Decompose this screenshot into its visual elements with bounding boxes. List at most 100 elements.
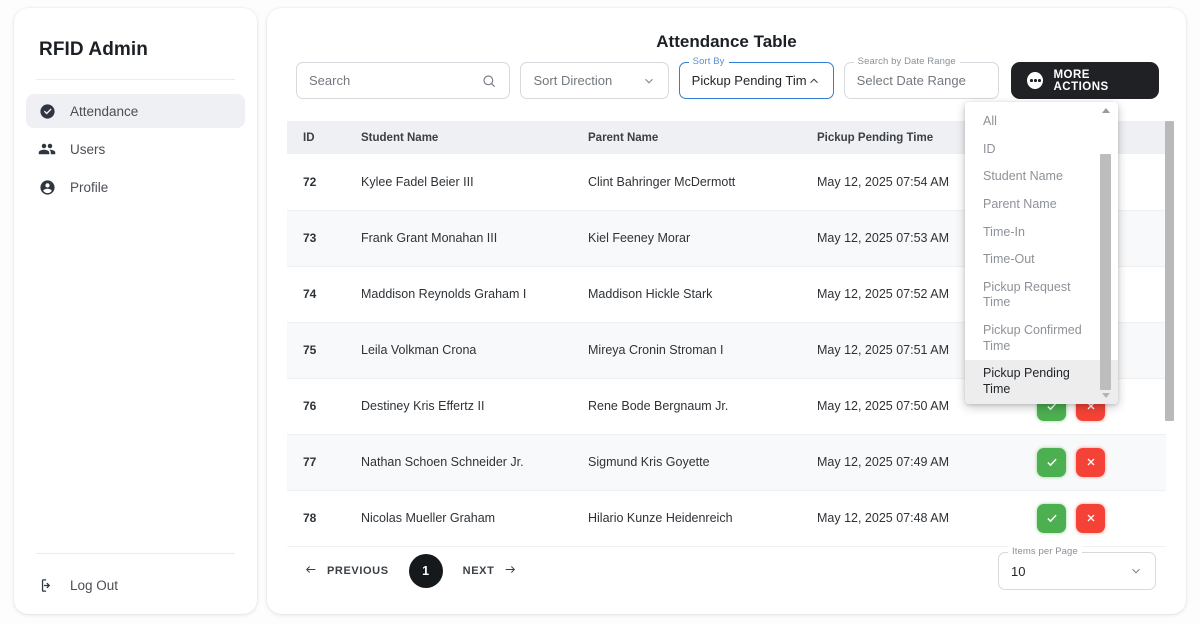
sort-by-value: Pickup Pending Time: [691, 73, 807, 88]
cell-id: 75: [287, 322, 345, 379]
chevron-down-icon[interactable]: [642, 74, 656, 88]
cell-student: Leila Volkman Crona: [345, 322, 572, 379]
cell-student: Kylee Fadel Beier III: [345, 154, 572, 211]
approve-button[interactable]: [1037, 447, 1066, 477]
dropdown-scroll-thumb[interactable]: [1100, 154, 1111, 390]
sidebar-item-users[interactable]: Users: [26, 132, 245, 166]
sort-by-select[interactable]: Sort By Pickup Pending Time: [678, 56, 834, 99]
logout-divider: [36, 553, 235, 554]
brand-title: RFID Admin: [39, 39, 149, 60]
sort-by-option[interactable]: Attendance Declined Time: [965, 404, 1118, 405]
approve-icon: [1046, 402, 1057, 411]
chevron-up-icon[interactable]: [807, 74, 821, 88]
sort-by-option[interactable]: Parent Name: [983, 196, 1057, 211]
cell-parent: Rene Bode Bergnaum Jr.: [572, 378, 801, 435]
more-horiz-icon: [1027, 72, 1044, 89]
dropdown-scrollbar[interactable]: [1099, 106, 1112, 400]
cell-parent: Clint Bahringer McDermott: [572, 154, 801, 211]
chevron-down-icon[interactable]: [1129, 564, 1143, 578]
cell-student: Destiney Kris Effertz II: [345, 378, 572, 435]
column-header-student[interactable]: Student Name: [345, 121, 572, 154]
cell-parent: Maddison Hickle Stark: [572, 266, 801, 323]
items-per-page-label: Items per Page: [1008, 546, 1082, 557]
scroll-up-arrow-icon[interactable]: [1100, 106, 1111, 115]
sort-by-option[interactable]: Pickup Confirmed Time: [983, 323, 1082, 353]
sort-by-dropdown[interactable]: All ID Student Name Parent Name Time-In …: [965, 102, 1118, 404]
logout-label: Log Out: [70, 577, 119, 593]
check-circle-icon: [38, 102, 56, 120]
table-row[interactable]: 77 Nathan Schoen Schneider Jr. Sigmund K…: [287, 434, 1166, 491]
cell-parent: Kiel Feeney Morar: [572, 210, 801, 267]
search-icon[interactable]: [481, 73, 497, 89]
cell-parent: Mireya Cronin Stroman I: [572, 322, 801, 379]
items-per-page-select[interactable]: Items per Page 10: [998, 546, 1156, 590]
cell-id: 77: [287, 434, 345, 491]
search-placeholder: Search: [309, 73, 351, 88]
sidebar-item-label: Attendance: [70, 103, 139, 119]
page-number-1[interactable]: 1: [408, 554, 443, 588]
sort-by-option[interactable]: Time-In: [983, 224, 1025, 239]
cell-parent: Sigmund Kris Goyette: [572, 434, 801, 491]
next-page-button[interactable]: NEXT: [463, 563, 519, 579]
decline-icon: [1087, 402, 1094, 410]
sidebar: RFID Admin Attendance Users: [14, 8, 257, 614]
next-label: NEXT: [462, 565, 495, 577]
sidebar-item-attendance[interactable]: Attendance: [26, 94, 245, 128]
sort-by-option[interactable]: ID: [983, 141, 996, 156]
sort-by-options-list: All ID Student Name Parent Name Time-In …: [965, 102, 1118, 404]
account-circle-icon: [38, 178, 56, 196]
decline-icon: [1087, 514, 1094, 522]
cell-action: [1021, 434, 1166, 491]
table-row[interactable]: 78 Nicolas Mueller Graham Hilario Kunze …: [287, 490, 1166, 547]
approve-button[interactable]: [1037, 503, 1066, 533]
date-range-input[interactable]: Search by Date Range Select Date Range: [843, 56, 1000, 99]
cell-id: 76: [287, 378, 345, 435]
toolbar: Search Sort Direction Sort By Pickup Pen: [267, 56, 1186, 99]
table-scrollbar[interactable]: [1165, 121, 1174, 536]
cell-action: [1021, 490, 1166, 547]
scroll-down-arrow-icon[interactable]: [1100, 391, 1111, 400]
cell-student: Nathan Schoen Schneider Jr.: [345, 434, 572, 491]
approve-icon: [1046, 514, 1057, 523]
decline-button[interactable]: [1076, 503, 1105, 533]
column-header-parent[interactable]: Parent Name: [572, 121, 801, 154]
previous-label: PREVIOUS: [327, 565, 389, 577]
cell-student: Maddison Reynolds Graham I: [345, 266, 572, 323]
items-per-page-value: 10: [1011, 563, 1026, 579]
sidebar-item-profile[interactable]: Profile: [26, 170, 245, 204]
search-input[interactable]: Search: [296, 62, 511, 99]
cell-id: 78: [287, 490, 345, 547]
table-scroll-thumb[interactable]: [1165, 121, 1174, 421]
people-icon: [38, 140, 56, 158]
more-actions-label: MORE ACTIONS: [1053, 68, 1109, 93]
previous-page-button[interactable]: PREVIOUS: [303, 563, 389, 579]
arrow-right-icon: [502, 563, 518, 579]
cell-student: Frank Grant Monahan III: [345, 210, 572, 267]
approve-icon: [1046, 458, 1057, 467]
sort-by-option[interactable]: Pickup Request Time: [983, 279, 1071, 310]
table-footer: PREVIOUS 1 NEXT Items per Page 10: [287, 538, 1166, 604]
page-title: Attendance Table: [656, 32, 797, 51]
table-row[interactable]: 72 Kylee Fadel Beier III Clint Bahringer…: [287, 154, 1166, 211]
sidebar-item-label: Users: [70, 141, 106, 157]
decline-button[interactable]: [1076, 447, 1105, 477]
arrow-left-icon: [303, 563, 319, 579]
sidebar-spacer: [14, 208, 257, 553]
cell-id: 73: [287, 210, 345, 267]
sort-direction-select[interactable]: Sort Direction: [520, 62, 669, 99]
sort-by-option[interactable]: Student Name: [983, 169, 1063, 184]
column-header-id[interactable]: ID: [287, 121, 345, 154]
logout-button[interactable]: Log Out: [14, 570, 257, 600]
sidebar-divider: [36, 79, 235, 80]
sort-by-option[interactable]: Time-Out: [983, 252, 1035, 267]
more-actions-button[interactable]: MORE ACTIONS: [1011, 62, 1160, 99]
pagination: PREVIOUS 1 NEXT: [303, 554, 518, 588]
sort-by-option-selected[interactable]: Pickup Pending Time: [965, 360, 1118, 404]
sort-by-option[interactable]: All: [983, 114, 997, 128]
sort-direction-value: Sort Direction: [533, 73, 613, 88]
cell-time: May 12, 2025 07:48 AM: [801, 490, 1021, 547]
sort-by-label: Sort By: [688, 56, 729, 67]
sidebar-item-label: Profile: [70, 179, 109, 195]
date-range-label: Search by Date Range: [853, 56, 960, 67]
